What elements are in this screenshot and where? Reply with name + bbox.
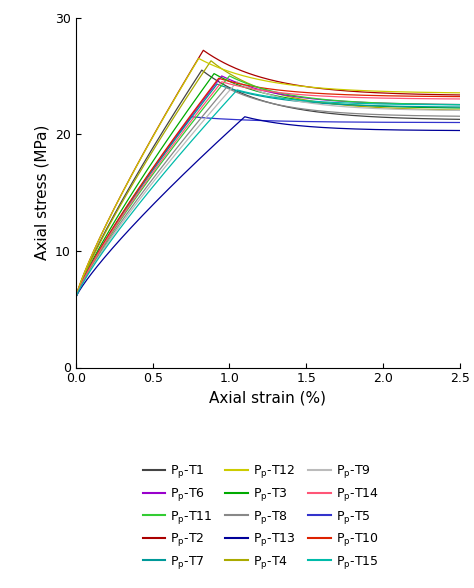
X-axis label: Axial strain (%): Axial strain (%) (210, 391, 326, 406)
Y-axis label: Axial stress (MPa): Axial stress (MPa) (35, 125, 50, 260)
Legend: P$_\mathrm{p}$-T1, P$_\mathrm{p}$-T6, P$_\mathrm{p}$-T11, P$_\mathrm{p}$-T2, P$_: P$_\mathrm{p}$-T1, P$_\mathrm{p}$-T6, P$… (138, 459, 383, 576)
